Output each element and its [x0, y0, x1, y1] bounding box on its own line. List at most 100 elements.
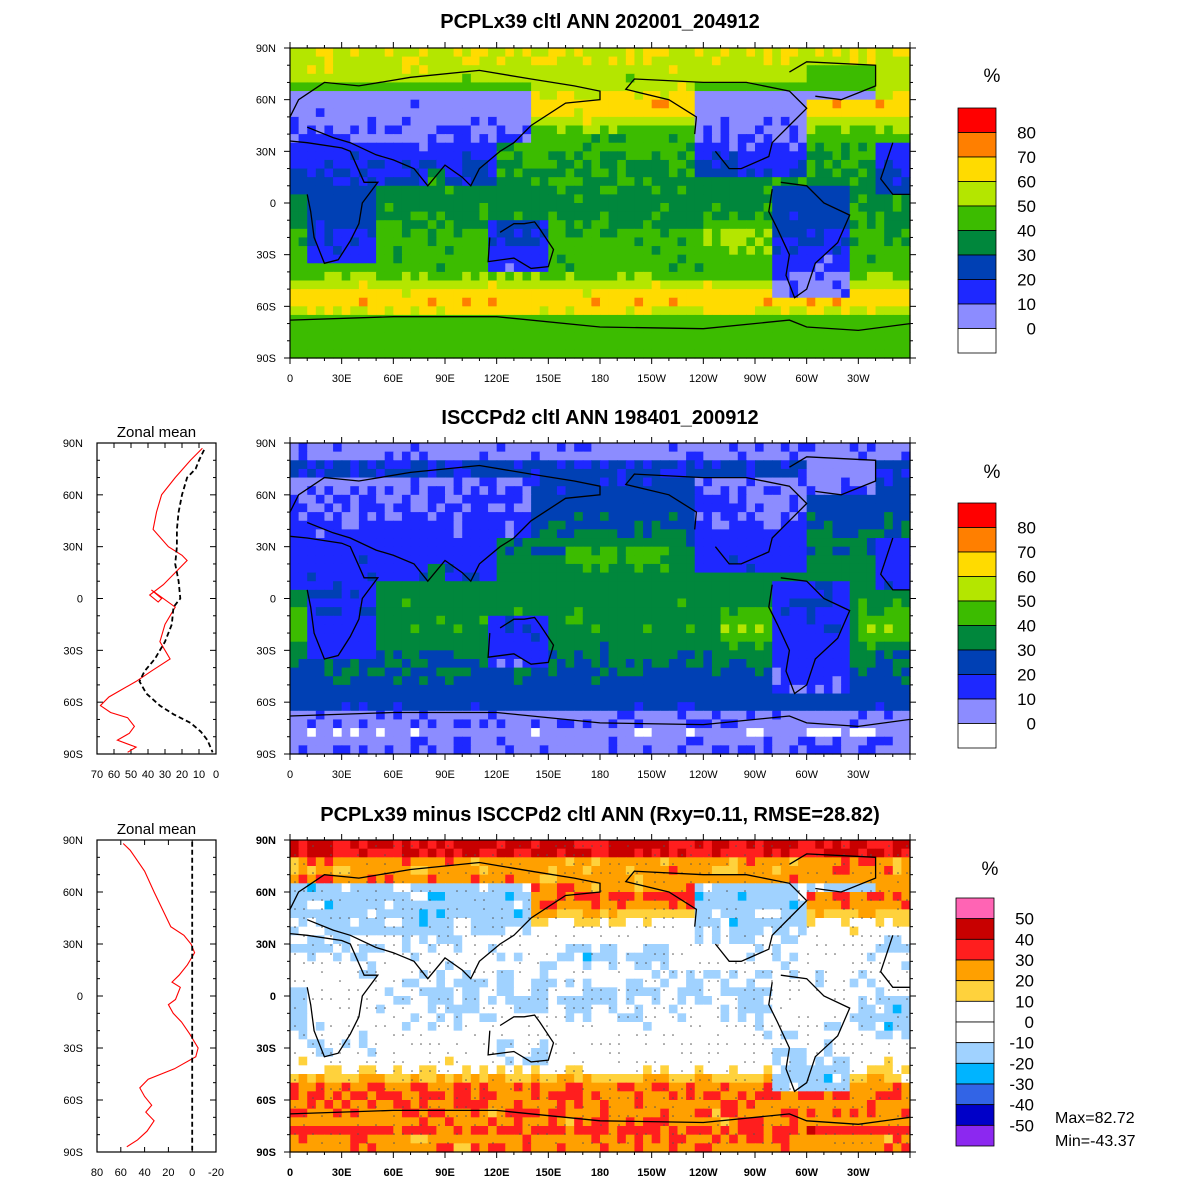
panel1-map-cell	[798, 237, 808, 247]
panel2-map-cell	[496, 486, 506, 496]
panel1-map-cell	[703, 297, 713, 307]
panel1-map-cell	[763, 246, 773, 256]
panel1-map-cell	[376, 82, 386, 92]
panel1-map-cell	[875, 211, 885, 221]
panel2-map-cell	[582, 650, 592, 660]
panel2-map-cell	[453, 555, 463, 565]
panel1-map-cell	[565, 263, 575, 273]
panel2-map-cell	[849, 598, 859, 608]
panel2-map-cell	[427, 520, 437, 530]
panel1-map-cell	[901, 116, 911, 127]
panel2-map-cell	[324, 460, 334, 470]
panel2-map-cell	[651, 572, 661, 582]
panel1-map-cell	[462, 73, 472, 84]
panel1-map-cell	[315, 237, 326, 247]
panel2-map-cell	[574, 607, 584, 617]
panel1-map-cell	[901, 168, 911, 178]
panel2-map-cell	[479, 607, 489, 617]
panel2-map-cell	[875, 633, 885, 643]
panel2-map-cell	[901, 589, 911, 600]
panel1-map-cell	[608, 263, 618, 273]
panel2-map-cell	[324, 624, 334, 634]
panel2-map-cell	[419, 693, 429, 703]
panel1-map-cell	[410, 280, 420, 290]
panel2-map-cell	[686, 460, 696, 470]
panel2-map-cell	[582, 607, 592, 617]
panel2-map-cell	[901, 702, 911, 712]
panel1-map-cell	[582, 306, 592, 316]
panel2-map-cell	[582, 581, 592, 591]
panel2-map-cell	[625, 512, 636, 522]
panel2-map-cell	[591, 538, 601, 548]
panel2-map-cell	[445, 658, 455, 669]
panel1-map-cell	[892, 323, 902, 333]
panel1-map-cell	[651, 82, 661, 92]
panel2-map-cell	[453, 658, 463, 669]
panel1-map-cell	[772, 211, 782, 221]
panel2-map-cell	[565, 555, 575, 565]
panel2-map-cell	[591, 563, 601, 574]
panel1-map-cell	[531, 116, 541, 127]
panel2-map-cell	[470, 538, 481, 548]
panel2-map-cell	[806, 633, 816, 643]
panel1-map-cell	[901, 99, 911, 109]
panel1-map-cell	[600, 211, 610, 221]
panel2-map-cell	[556, 555, 567, 565]
panel2-map-cell	[772, 555, 782, 565]
panel1-map-cell	[393, 211, 403, 221]
panel1-map-cell	[307, 168, 317, 178]
panel2-map-cell	[703, 538, 713, 548]
panel1-map-cell	[892, 56, 902, 66]
panel2-map-cell	[651, 477, 661, 487]
panel2-map-cell	[832, 676, 842, 686]
panel1-map-cell	[367, 211, 377, 221]
panel1-map-cell	[711, 177, 722, 187]
panel1-map-cell	[419, 194, 429, 204]
panel1-map-cell	[350, 263, 360, 273]
panel1-map-cell	[565, 91, 575, 101]
panel1-map-cell	[531, 271, 541, 282]
panel2-map-cell	[436, 624, 446, 634]
panel2-map-cell	[350, 546, 360, 556]
panel2-map-cell	[686, 641, 696, 651]
panel2-map-cell	[625, 572, 636, 582]
panel1-map-cell	[841, 168, 851, 178]
panel2-map-cell	[892, 555, 902, 565]
panel1-map-cell	[488, 306, 498, 316]
panel1-map-cell	[453, 297, 463, 307]
panel1-map-cell	[711, 65, 722, 75]
panel1-map-cell	[539, 228, 549, 239]
panel1-map-cell	[445, 349, 455, 359]
panel1-map-cell	[419, 185, 429, 195]
panel1-map-cell	[513, 228, 524, 239]
panel2-map-cell	[866, 615, 877, 626]
panel2-map-cell	[591, 546, 601, 556]
panel1-map-cell	[582, 185, 592, 195]
panel1-map-cell	[617, 168, 627, 178]
panel2-map-cell	[686, 589, 696, 600]
panel1-map-cell	[565, 314, 575, 325]
panel2-map-cell	[531, 607, 541, 617]
panel1-map-cell	[445, 116, 455, 127]
panel1-map-cell	[393, 349, 403, 359]
panel2-map-cell	[591, 486, 601, 496]
panel2-map-cell	[556, 676, 567, 686]
panel1-map-cell	[582, 151, 592, 161]
panel1-map-cell	[350, 56, 360, 66]
panel1-map-cell	[367, 297, 377, 307]
panel2-map-cell	[333, 607, 343, 617]
panel2-map-cell	[608, 702, 618, 712]
panel2-map-cell	[488, 676, 498, 686]
panel1-map-cell	[634, 289, 644, 299]
panel2-map-cell	[651, 451, 661, 461]
panel2-map-cell	[307, 624, 317, 634]
panel1-map-cell	[548, 349, 558, 359]
panel2-map-cell	[677, 555, 687, 565]
panel2-map-cell	[307, 451, 317, 461]
panel1-map-cell	[668, 254, 679, 264]
panel1-map-cell	[901, 349, 911, 359]
panel2-map-cell	[401, 633, 412, 643]
panel2-map-cell	[651, 624, 661, 634]
panel1-map-cell	[298, 306, 308, 316]
panel1-map-cell	[556, 349, 567, 359]
